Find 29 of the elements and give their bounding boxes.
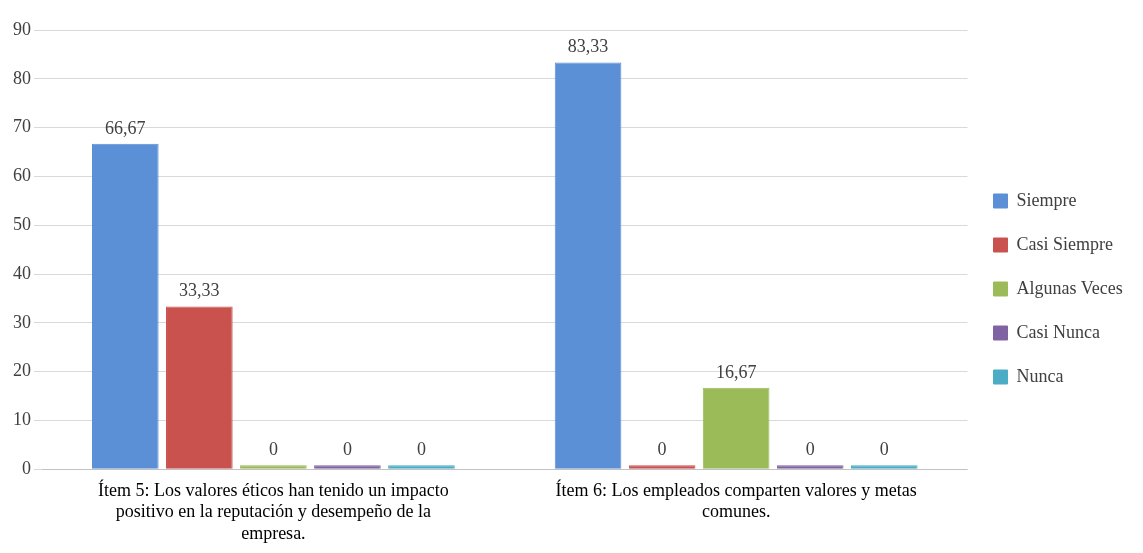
bar (91, 143, 159, 469)
bar (554, 62, 622, 469)
y-tick-label: 0 (22, 457, 31, 478)
y-tick-label: 40 (13, 262, 31, 283)
data-label: 16,67 (715, 361, 757, 382)
data-label: 66,67 (105, 117, 146, 138)
y-tick-label: 70 (13, 116, 31, 137)
legend-label: Algunas Veces (1016, 277, 1123, 298)
data-label: 0 (657, 438, 667, 459)
data-label: 33,33 (179, 280, 220, 301)
data-label: 0 (342, 438, 352, 459)
y-tick-label: 80 (13, 67, 31, 88)
y-tick-label: 50 (13, 213, 31, 234)
x-tick-label: Ítem 5: Los valores éticos han tenido un impacto positivo en la reputación y desempeño de la empresa. (97, 478, 449, 543)
y-tick-label: 20 (13, 360, 31, 381)
y-tick-label: 10 (13, 409, 31, 430)
data-label: 0 (416, 438, 426, 459)
x-tick-label: Ítem 6: Los empleados comparten valores y metas comunes. (555, 478, 917, 522)
legend-label: Casi Siempre (1016, 233, 1114, 254)
y-tick-label: 30 (13, 311, 31, 332)
data-label: 0 (805, 438, 815, 459)
y-tick-label: 90 (13, 18, 31, 39)
legend-label: Casi Nunca (1016, 321, 1101, 342)
legend-label: Siempre (1016, 189, 1077, 210)
legend-label: Nunca (1016, 365, 1064, 386)
y-tick-label: 60 (13, 165, 31, 186)
data-label: 0 (268, 438, 278, 459)
data-label: 83,33 (567, 36, 609, 57)
data-label: 0 (879, 438, 889, 459)
